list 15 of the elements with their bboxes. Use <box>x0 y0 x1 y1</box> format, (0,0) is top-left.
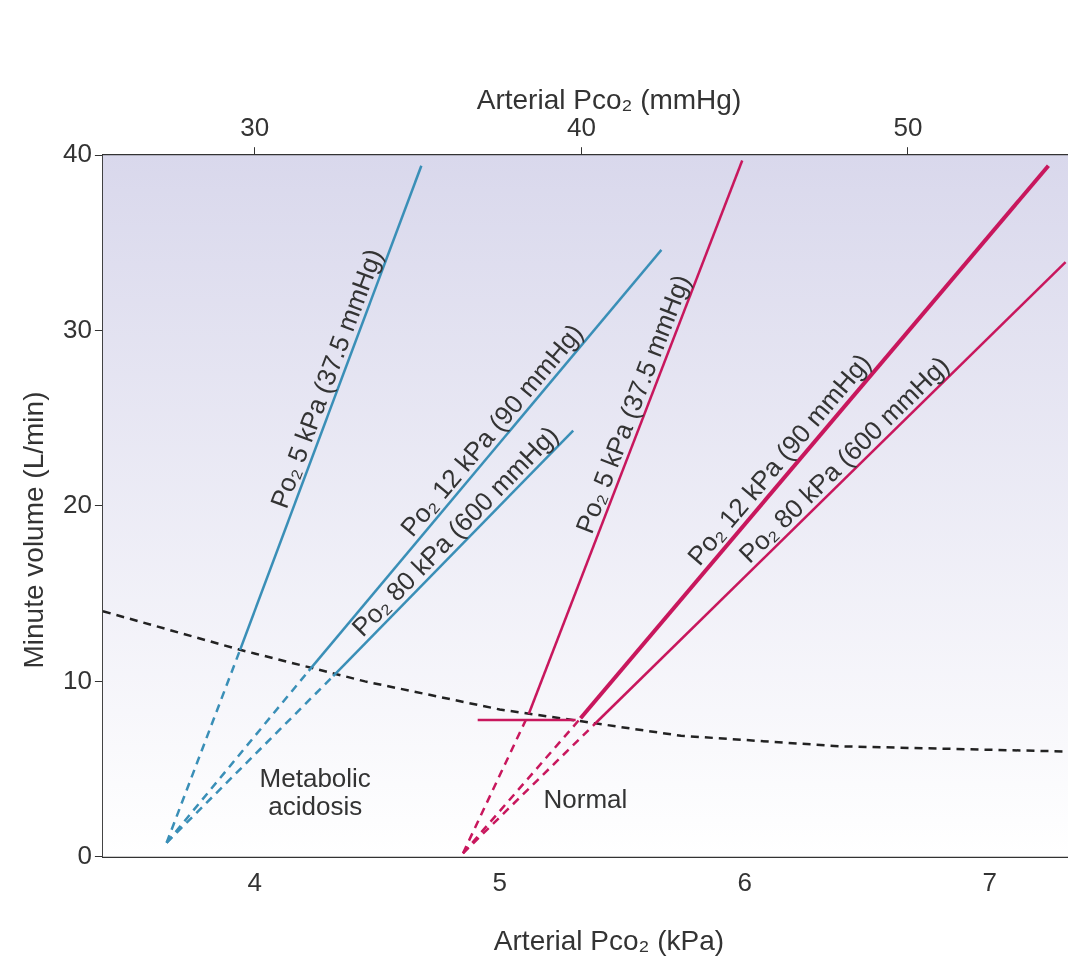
y-axis-title: Minute volume (L/min) <box>18 391 50 669</box>
x-tick-label: 5 <box>492 866 507 897</box>
y-tick-label: 30 <box>63 313 92 344</box>
x-tick-label: 7 <box>982 866 997 897</box>
x-tick-label: 6 <box>737 866 752 897</box>
x-axis-title: Arterial Pco₂ (kPa) <box>493 925 725 957</box>
y-tick-label: 0 <box>77 839 92 870</box>
annotation: Normal <box>543 783 628 814</box>
x2-tick-label: 30 <box>240 111 270 142</box>
y-tick-label: 20 <box>63 489 92 520</box>
x2-tick-label: 50 <box>893 111 923 142</box>
annotation: Metabolic acidosis <box>259 762 371 821</box>
y-tick-label: 10 <box>63 664 92 695</box>
x-tick-label: 4 <box>247 866 263 897</box>
y-tick-label: 40 <box>63 138 92 169</box>
